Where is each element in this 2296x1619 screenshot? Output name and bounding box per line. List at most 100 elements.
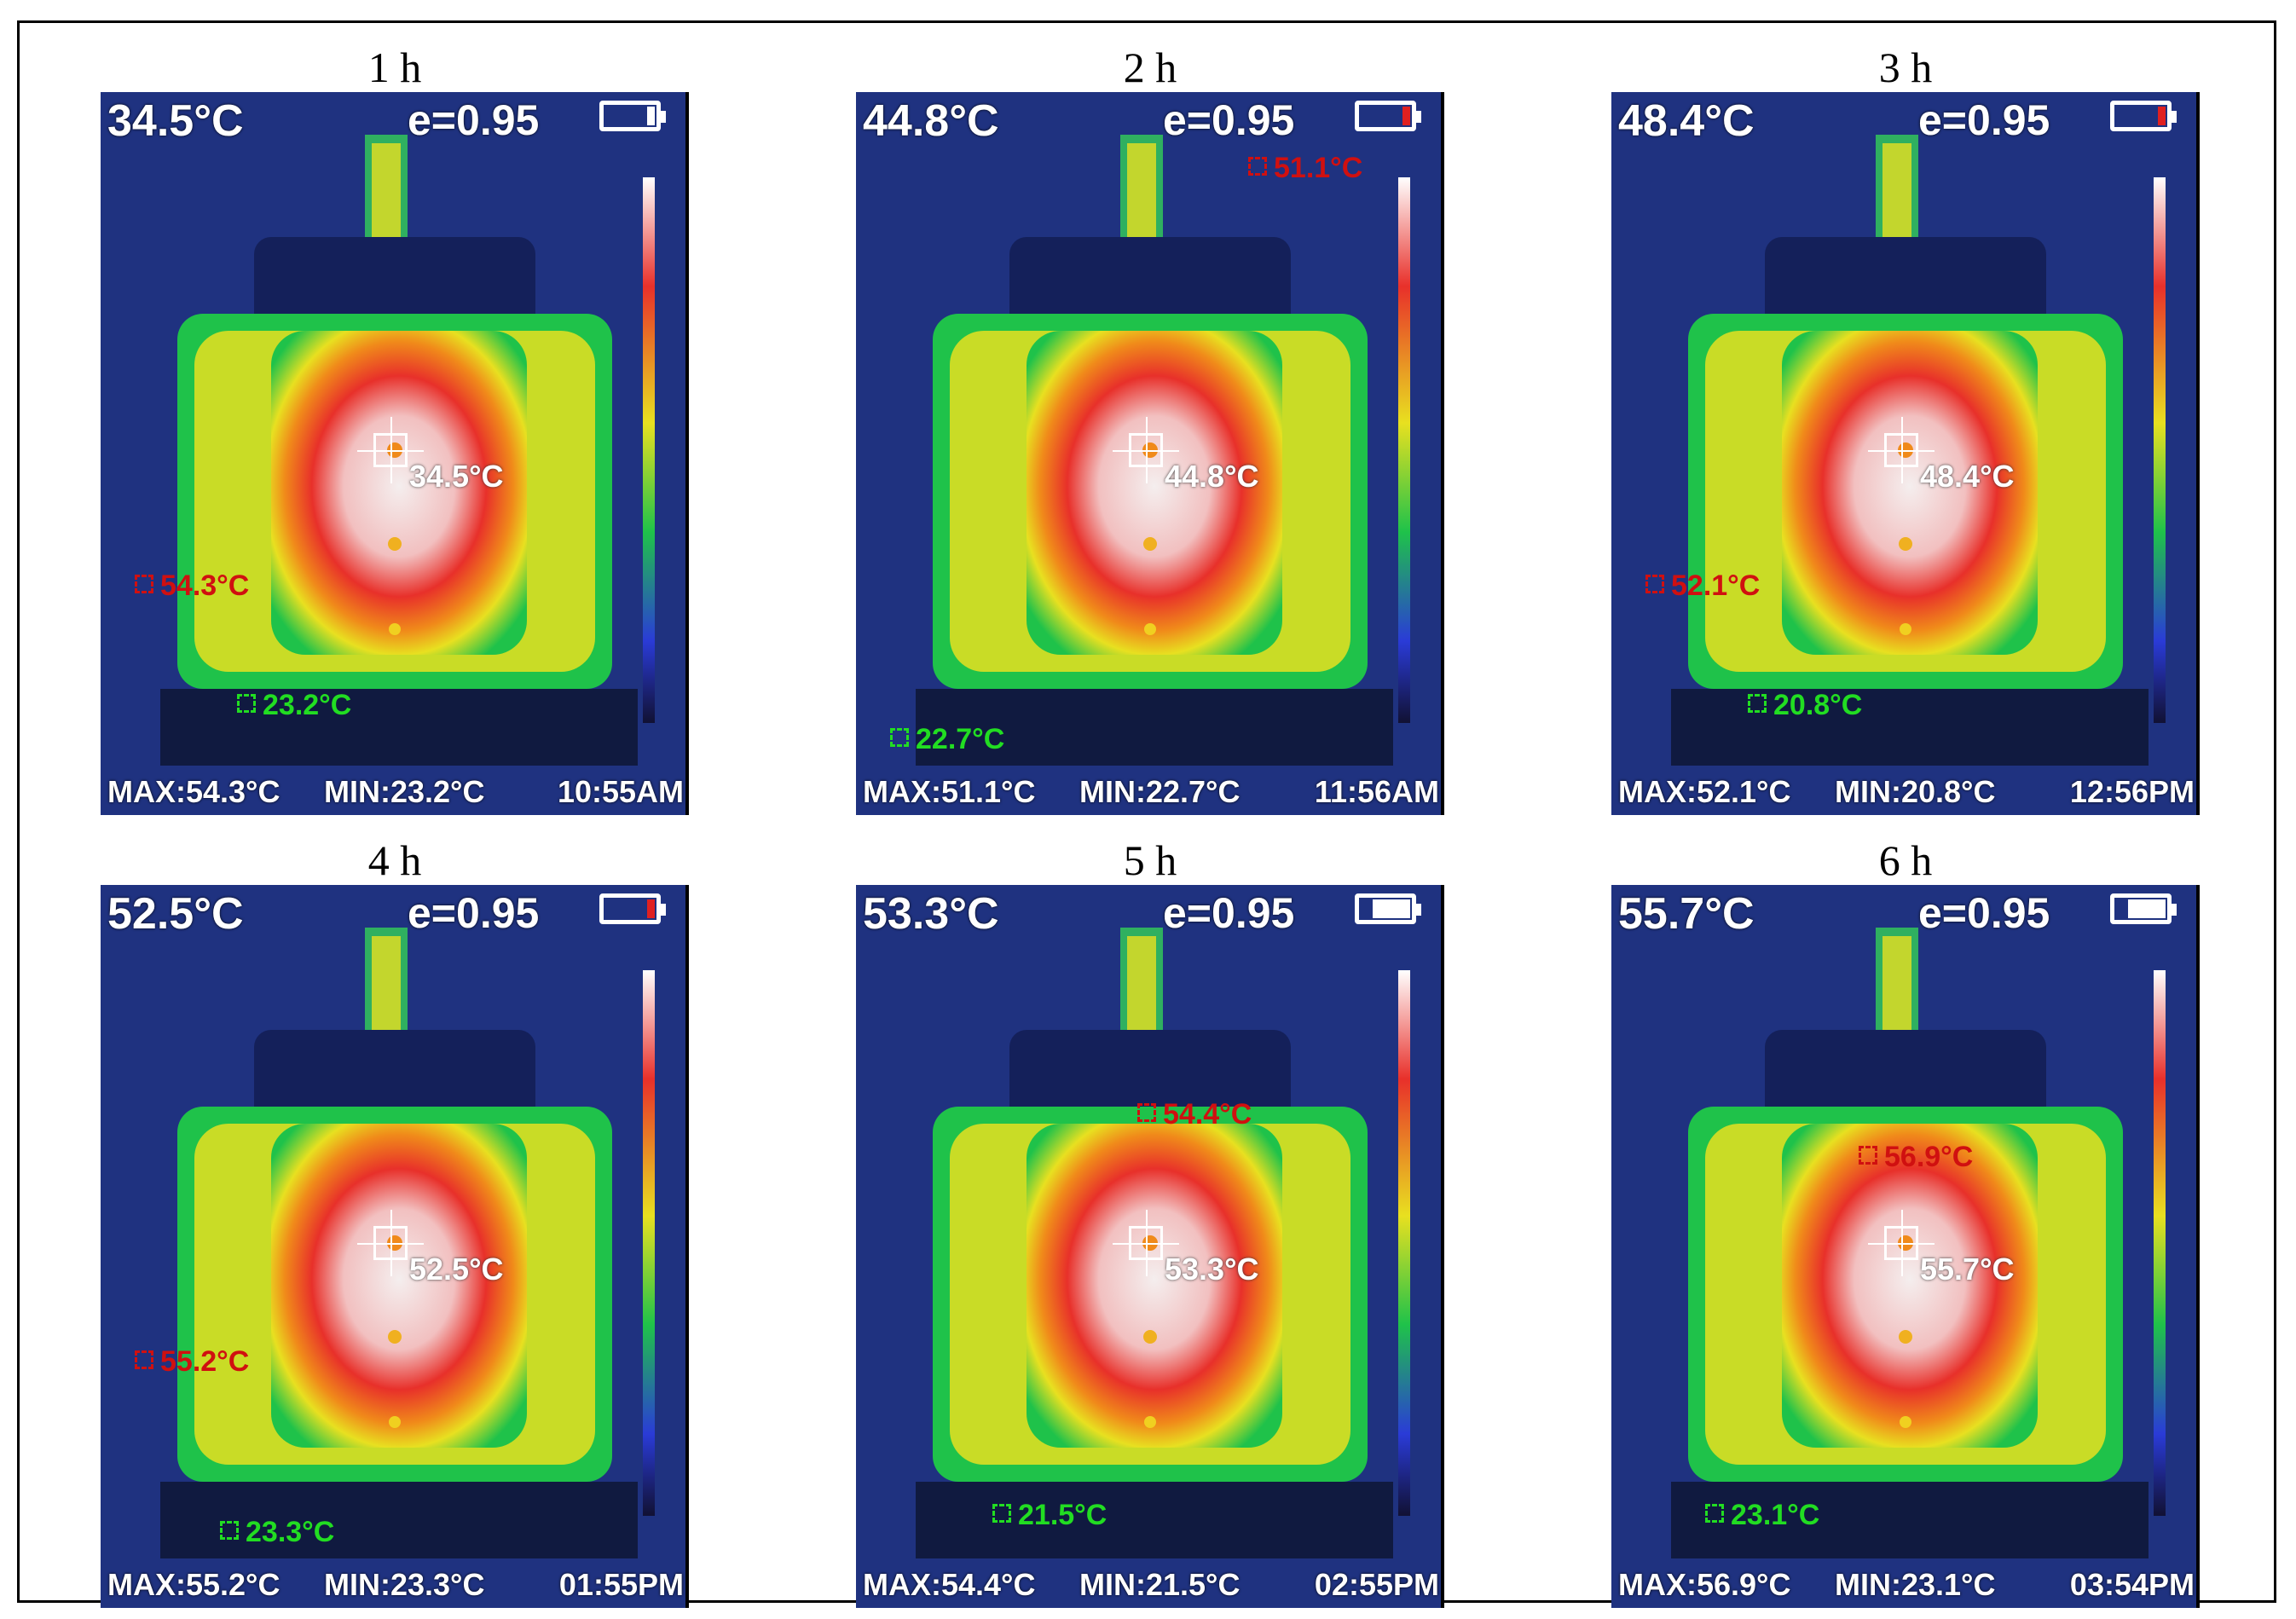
heater-spot-bottom: [389, 623, 401, 635]
max-readout: MAX:54.4°C: [863, 1567, 1036, 1602]
stand: [160, 1482, 638, 1558]
min-readout: MIN:23.3°C: [324, 1567, 485, 1602]
color-scale-bar: [1398, 970, 1410, 1516]
min-readout: MIN:21.5°C: [1079, 1567, 1241, 1602]
battery-icon: [599, 101, 666, 131]
lid: [1765, 237, 2046, 331]
status-bar: MAX:54.4°C MIN:21.5°C 02:55PM: [856, 1560, 1444, 1608]
stand: [916, 1482, 1393, 1558]
thermal-scene: [856, 885, 1444, 1608]
color-scale-bar: [643, 177, 655, 723]
min-spot-label: 23.2°C: [263, 689, 352, 721]
max-spot-label: 54.3°C: [160, 570, 250, 602]
thermal-image: 53.3°C e=0.95 53.3°C 54.4°C 21.5°C MAX:5…: [856, 885, 1444, 1608]
battery-icon: [1355, 101, 1421, 131]
color-scale-bar: [2154, 970, 2166, 1516]
max-marker-icon: [135, 1350, 153, 1369]
thermal-image: 48.4°C e=0.95 48.4°C 52.1°C 20.8°C MAX:5…: [1611, 92, 2200, 815]
lid: [1765, 1030, 2046, 1124]
status-bar: MAX:56.9°C MIN:23.1°C 03:54PM: [1611, 1560, 2200, 1608]
min-spot-label: 23.1°C: [1731, 1499, 1820, 1531]
center-spot-label: 44.8°C: [1165, 459, 1259, 494]
max-marker-icon: [135, 575, 153, 593]
heater-spot-bottom: [1144, 623, 1156, 635]
stand: [916, 689, 1393, 766]
center-spot-label: 34.5°C: [409, 459, 504, 494]
center-temperature: 55.7°C: [1618, 889, 1755, 939]
min-spot-label: 22.7°C: [916, 723, 1005, 755]
min-readout: MIN:20.8°C: [1835, 774, 1996, 809]
heater-spot-bottom: [389, 1416, 401, 1428]
emissivity-readout: e=0.95: [1918, 96, 2050, 144]
min-marker-icon: [890, 728, 909, 747]
thermal-scene: [101, 885, 689, 1608]
max-marker-icon: [1248, 157, 1267, 176]
thermal-scene: [1611, 885, 2200, 1608]
min-readout: MIN:22.7°C: [1079, 774, 1241, 809]
max-readout: MAX:51.1°C: [863, 774, 1036, 809]
heated-zone: [1782, 331, 2038, 655]
emissivity-readout: e=0.95: [408, 889, 540, 937]
thermal-image: 55.7°C e=0.95 55.7°C 56.9°C 23.1°C MAX:5…: [1611, 885, 2200, 1608]
stand: [1671, 689, 2149, 766]
center-spot-label: 48.4°C: [1920, 459, 2015, 494]
center-crosshair-icon: [1113, 417, 1179, 483]
max-readout: MAX:55.2°C: [107, 1567, 280, 1602]
heater-spot-mid: [388, 537, 402, 551]
min-spot-label: 23.3°C: [246, 1516, 335, 1548]
color-scale-bar: [2154, 177, 2166, 723]
panel-title: 2 h: [1123, 43, 1177, 91]
center-temperature: 53.3°C: [863, 889, 999, 939]
max-spot-label: 54.4°C: [1163, 1098, 1252, 1130]
center-crosshair-icon: [357, 417, 424, 483]
time-readout: 03:54PM: [2069, 1567, 2195, 1602]
max-marker-icon: [1645, 575, 1664, 593]
center-crosshair-icon: [1868, 1210, 1935, 1276]
lid: [254, 237, 535, 331]
heated-zone: [1782, 1124, 2038, 1448]
emissivity-readout: e=0.95: [1163, 889, 1295, 937]
min-spot-label: 21.5°C: [1018, 1499, 1108, 1531]
max-spot-label: 56.9°C: [1884, 1141, 1974, 1173]
status-bar: MAX:52.1°C MIN:20.8°C 12:56PM: [1611, 767, 2200, 815]
center-spot-label: 52.5°C: [409, 1252, 504, 1287]
heater-spot-mid: [1899, 537, 1912, 551]
heater-spot-mid: [1899, 1330, 1912, 1344]
center-temperature: 48.4°C: [1618, 96, 1755, 146]
max-spot-label: 55.2°C: [160, 1345, 250, 1378]
battery-icon: [2110, 893, 2177, 924]
max-readout: MAX:52.1°C: [1618, 774, 1791, 809]
status-bar: MAX:54.3°C MIN:23.2°C 10:55AM: [101, 767, 689, 815]
center-crosshair-icon: [1113, 1210, 1179, 1276]
lid: [1009, 237, 1291, 331]
color-scale-bar: [643, 970, 655, 1516]
thermal-image: 44.8°C e=0.95 44.8°C 51.1°C 22.7°C MAX:5…: [856, 92, 1444, 815]
heater-spot-bottom: [1144, 1416, 1156, 1428]
max-spot-label: 52.1°C: [1671, 570, 1761, 602]
time-readout: 02:55PM: [1314, 1567, 1439, 1602]
battery-icon: [2110, 101, 2177, 131]
heater-spot-mid: [388, 1330, 402, 1344]
stand: [160, 689, 638, 766]
min-spot-label: 20.8°C: [1773, 689, 1863, 721]
min-readout: MIN:23.1°C: [1835, 1567, 1996, 1602]
center-spot-label: 53.3°C: [1165, 1252, 1259, 1287]
heater-spot-mid: [1143, 1330, 1157, 1344]
heater-spot-mid: [1143, 537, 1157, 551]
time-readout: 10:55AM: [557, 774, 684, 809]
max-spot-label: 51.1°C: [1274, 152, 1363, 184]
emissivity-readout: e=0.95: [1163, 96, 1295, 144]
max-marker-icon: [1859, 1146, 1877, 1165]
panel-title: 5 h: [1123, 836, 1177, 884]
battery-icon: [599, 893, 666, 924]
thermal-scene: [856, 92, 1444, 815]
max-readout: MAX:54.3°C: [107, 774, 280, 809]
thermal-image: 34.5°C e=0.95 34.5°C 54.3°C 23.2°C MAX:5…: [101, 92, 689, 815]
thermal-scene: [101, 92, 689, 815]
time-readout: 11:56AM: [1314, 774, 1439, 809]
heater-spot-bottom: [1900, 623, 1911, 635]
color-scale-bar: [1398, 177, 1410, 723]
thermal-image: 52.5°C e=0.95 52.5°C 55.2°C 23.3°C MAX:5…: [101, 885, 689, 1608]
min-marker-icon: [992, 1504, 1011, 1523]
emissivity-readout: e=0.95: [1918, 889, 2050, 937]
